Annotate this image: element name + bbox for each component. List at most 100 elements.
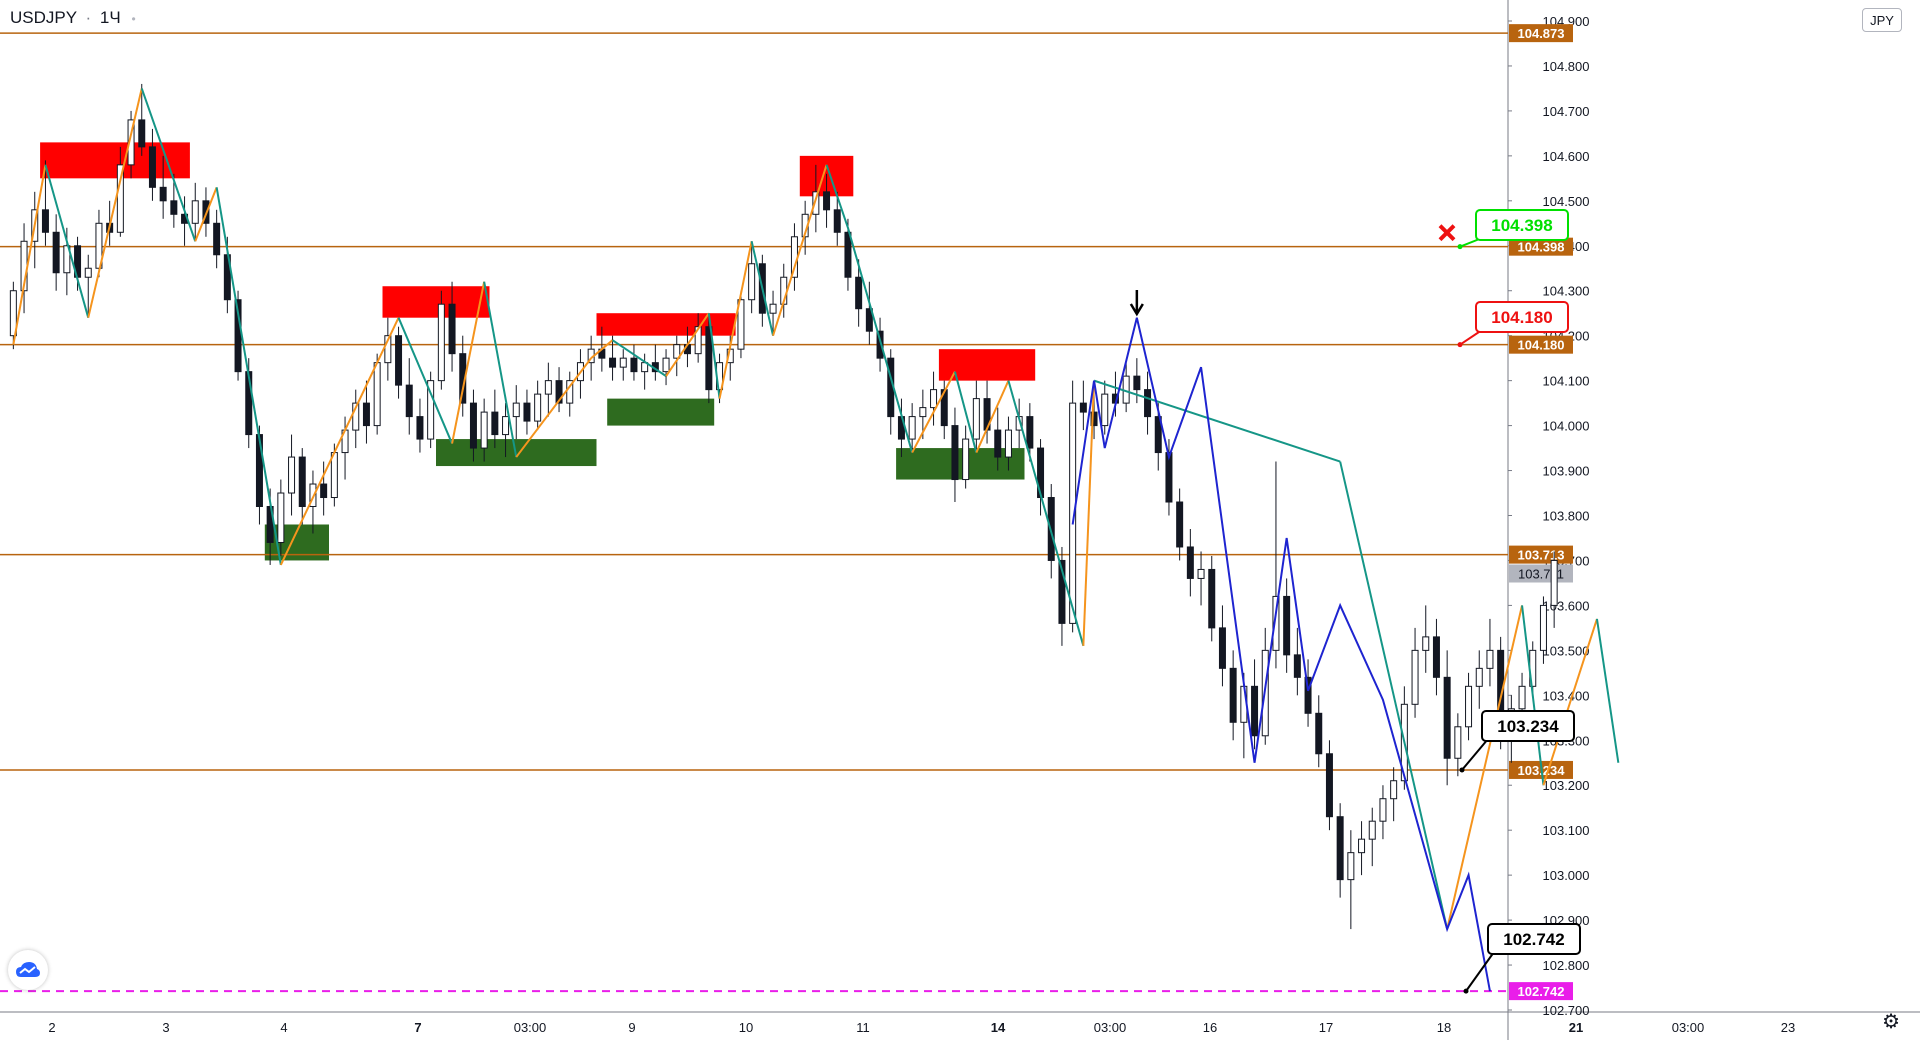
y-tick-label: 104.800 [1543,59,1590,74]
candle-body [1208,568,1216,629]
zigzag-segment [975,380,1010,453]
candle-body [705,326,713,391]
callout-box [1475,301,1569,333]
candle-body [395,335,403,386]
candle-body [1379,798,1387,822]
x-tick-label: 4 [280,1020,287,1035]
candle-body [694,326,702,355]
level-price-tag [1509,24,1573,43]
candle-body [748,263,756,301]
level-price-label: 104.873 [1518,26,1565,41]
candle-body [1186,546,1194,579]
candle-body [855,276,863,310]
zigzag-segment [953,371,978,453]
candle-body [1251,685,1259,737]
candle-body [555,380,563,404]
callout-box [1481,710,1575,742]
candle-body [1358,838,1366,854]
candle-body [930,389,938,409]
candle-body [320,483,328,499]
y-tick-label: 103.200 [1543,778,1590,793]
zigzag-segment [194,186,218,242]
header-separator: · [85,8,92,27]
candle-body [1454,726,1462,759]
candle-body [1101,393,1109,427]
y-tick-label: 104.600 [1543,149,1590,164]
wave-projection-line [1071,317,1491,992]
zigzag-segment [1082,380,1096,646]
candle-body [1004,429,1012,458]
candle-body [619,357,627,368]
candle-body [1229,667,1237,723]
candle-body [63,245,71,274]
candle-body [1432,636,1440,678]
callout-label: 104.398 [1491,216,1552,235]
candle-body [213,222,221,256]
y-tick-label: 103.000 [1543,868,1590,883]
level-price-label: 104.180 [1518,338,1565,353]
gear-icon[interactable]: ⚙ [1882,1011,1900,1033]
candle-body [255,434,263,508]
zigzag-segment [215,187,282,566]
x-tick-label: 18 [1437,1020,1451,1035]
y-tick-label: 104.300 [1543,284,1590,299]
candle-body [523,402,531,422]
candle-body [823,191,831,211]
candle-body [1411,649,1419,705]
candle-body [512,402,520,418]
candle-body [384,335,392,364]
zigzag-segment [44,164,90,318]
candle-body [1550,559,1558,606]
currency-badge[interactable]: JPY [1862,8,1902,32]
y-tick-label: 104.500 [1543,194,1590,209]
y-tick-label: 103.500 [1543,643,1590,658]
candle-body [416,416,424,440]
candle-body [876,330,884,359]
candle-body [469,402,477,449]
candle-body [1304,676,1312,714]
supply-zone [382,286,490,318]
callout-label: 104.180 [1491,308,1552,327]
symbol-header[interactable]: USDJPY · 1Ч • [10,8,136,28]
candle-body [9,290,17,337]
candle-body [1058,559,1066,624]
candle-body [972,398,980,440]
candle-body [191,200,199,224]
candle-body [41,209,49,233]
zigzag-segment [846,227,914,453]
candle-body [1325,753,1333,818]
callout-dot [1457,244,1463,250]
candle-body [1336,816,1344,881]
candle-body [138,119,146,148]
zigzag-segment [397,317,453,444]
level-price-tag [1509,335,1573,354]
x-tick-label: 17 [1319,1020,1333,1035]
zigzag-segment [772,164,828,336]
candle-body [1154,416,1162,454]
candle-body [994,429,1002,458]
x-tick-label: 16 [1203,1020,1217,1035]
y-tick-label: 102.700 [1543,1003,1590,1018]
candle-body [1422,636,1430,651]
supply-zone [40,142,190,179]
level-price-tag [1509,982,1573,1001]
candle-body [865,308,873,332]
level-price-label: 102.742 [1518,984,1565,999]
candle-body [1026,416,1034,449]
zigzag-segment [750,241,775,336]
x-tick-label: 3 [162,1020,169,1035]
x-tick-label: 14 [991,1020,1006,1035]
candle-body [1165,452,1173,503]
x-tick-label: 11 [856,1020,870,1035]
x-tick-label: 10 [739,1020,753,1035]
candle-body [919,407,927,418]
zigzag-segment [1339,461,1449,930]
candle-body [662,357,670,373]
zigzag-segment [483,281,518,458]
x-tick-label: 03:00 [1094,1020,1127,1035]
zigzag-segment [87,88,143,318]
candle-body [480,411,488,449]
callout-dot [1463,988,1469,994]
tradingview-cloud-icon[interactable] [8,950,48,990]
